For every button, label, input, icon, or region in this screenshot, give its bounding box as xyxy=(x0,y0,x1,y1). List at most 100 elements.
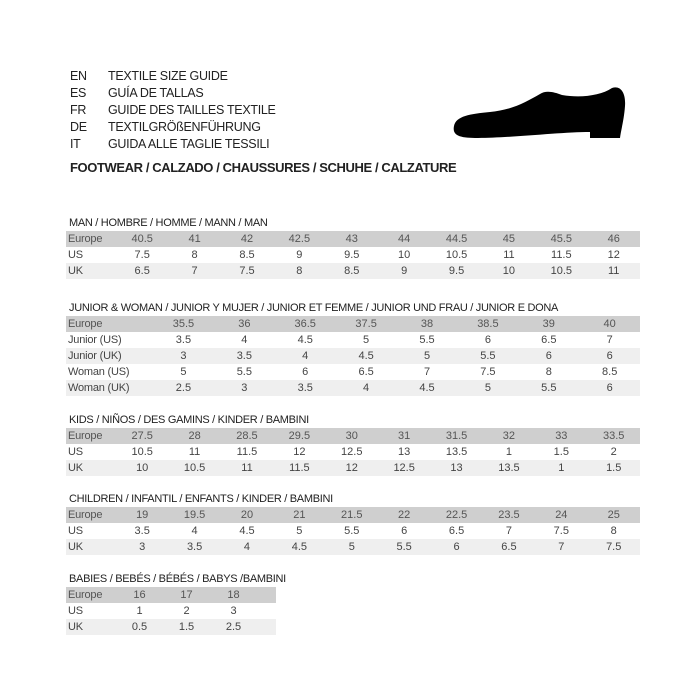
row-label: Junior (UK) xyxy=(68,350,122,362)
table-cell: 12 xyxy=(607,249,620,261)
table-cell: 22.5 xyxy=(445,509,468,521)
size-table-babies: BABIES / BEBÉS / BÉBÉS / BABYS /BAMBINI E… xyxy=(66,571,286,635)
row-label: Europe xyxy=(68,233,103,245)
table-cell: 7 xyxy=(423,366,431,378)
table-cell: 6.5 xyxy=(448,525,465,537)
table-cell: 6.5 xyxy=(541,334,557,346)
row-label: Woman (US) xyxy=(68,366,130,378)
table-cell: 5.5 xyxy=(236,366,252,378)
row-label: UK xyxy=(68,541,83,553)
table-cell: 42.5 xyxy=(288,233,311,245)
table-cell: 8.5 xyxy=(239,249,255,261)
table-cell: 32 xyxy=(502,430,516,442)
table-cell: 24 xyxy=(555,509,568,521)
table-cell: 40 xyxy=(603,318,616,330)
table-cell: 4 xyxy=(363,382,370,394)
language-code: DE xyxy=(70,119,87,134)
table-cell: 3.5 xyxy=(175,334,192,346)
table-cell: 1.5 xyxy=(606,462,622,474)
table-cell: 7 xyxy=(505,525,512,537)
table-cell: 8 xyxy=(191,249,198,261)
table-cell: 44 xyxy=(398,233,411,245)
row-label: UK xyxy=(68,621,83,633)
table-cell: 4 xyxy=(302,350,309,362)
table-cell: 7.5 xyxy=(134,249,150,261)
table-cell: 36.5 xyxy=(294,318,316,330)
table-cell: 29.5 xyxy=(288,430,311,442)
table-cell: 40.5 xyxy=(131,233,153,245)
table-cell: 25 xyxy=(607,509,620,521)
table-cell: 5.5 xyxy=(480,350,496,362)
table-cell: 10 xyxy=(136,462,149,474)
table-cell: 30 xyxy=(345,430,358,442)
table-cell: 3 xyxy=(180,350,187,362)
table-cell: 4 xyxy=(243,541,251,553)
table-cell: 5.5 xyxy=(419,334,435,346)
table-cell: 1 xyxy=(505,446,512,458)
size-table-kids: KIDS / NIÑOS / DES GAMINS / KINDER / BAM… xyxy=(66,412,640,476)
table-cell: 42 xyxy=(240,233,254,245)
table-row: Europe 35.5 36 36.5 37.5 38 38.5 39 40 xyxy=(66,316,640,332)
table-cell: 5 xyxy=(180,366,187,378)
row-label: Europe xyxy=(68,589,103,601)
row-label: US xyxy=(68,525,83,537)
table-cell: 11.5 xyxy=(551,249,572,261)
table-cell: 10.5 xyxy=(131,446,153,458)
table-cell: 12.5 xyxy=(393,462,415,474)
row-label: Junior (US) xyxy=(68,334,122,346)
table-row: UK 6.5 7 7.5 8 8.5 9 9.5 10 10.5 11 xyxy=(66,263,640,279)
table-cell: 23.5 xyxy=(498,509,520,521)
language-guide-title: TEXTILE SIZE GUIDE xyxy=(108,68,228,83)
table-cell: 3.5 xyxy=(297,382,313,394)
table-cell: 3 xyxy=(230,605,237,617)
table-row: Woman (US) 5 5.5 6 6.5 7 7.5 8 8.5 xyxy=(66,364,640,380)
table-cell: 1 xyxy=(558,462,565,474)
table-cell: 28 xyxy=(188,430,201,442)
table-cell: 28.5 xyxy=(236,430,258,442)
table-cell: 5 xyxy=(296,525,303,537)
table-cell: 45.5 xyxy=(550,233,573,245)
footwear-title: FOOTWEAR / CALZADO / CHAUSSURES / SCHUHE… xyxy=(70,160,457,175)
language-code: EN xyxy=(70,68,87,83)
language-guide-title: GUIDA ALLE TAGLIE TESSILI xyxy=(108,136,270,151)
table-cell: 7.5 xyxy=(553,525,569,537)
table-cell: 13.5 xyxy=(498,462,520,474)
language-code: ES xyxy=(70,85,87,100)
language-guide-title: GUÍA DE TALLAS xyxy=(108,85,204,100)
table-row: Woman (UK) 2.5 3 3.5 4 4.5 5 5.5 6 xyxy=(66,380,640,396)
row-label: US xyxy=(68,605,83,617)
table-cell: 10 xyxy=(502,265,516,277)
table-cell: 6.5 xyxy=(358,366,374,378)
table-cell: 5 xyxy=(363,334,370,346)
table-cell: 7 xyxy=(606,334,613,346)
table-cell: 3.5 xyxy=(236,350,252,362)
row-label: US xyxy=(68,446,83,458)
table-cell: 6 xyxy=(453,541,460,553)
section-title: KIDS / NIÑOS / DES GAMINS / KINDER / BAM… xyxy=(69,414,309,426)
table-cell: 27.5 xyxy=(131,430,153,442)
table-cell: 44.5 xyxy=(445,233,468,245)
table-cell: 2.5 xyxy=(175,382,192,394)
section-title: BABIES / BEBÉS / BÉBÉS / BABYS /BAMBINI xyxy=(69,573,286,585)
table-cell: 2 xyxy=(610,446,617,458)
table-cell: 3.5 xyxy=(186,541,203,553)
table-cell: 11 xyxy=(188,446,201,458)
table-cell: 5 xyxy=(423,350,431,362)
section-title: CHILDREN / INFANTIL / ENFANTS / KINDER /… xyxy=(69,493,333,505)
table-cell: 11.5 xyxy=(289,462,310,474)
table-cell: 4.5 xyxy=(358,350,374,362)
table-cell: 6 xyxy=(302,366,309,378)
table-cell: 1.5 xyxy=(178,621,195,633)
table-cell: 31.5 xyxy=(445,430,468,442)
table-cell: 4.5 xyxy=(297,334,313,346)
table-cell: 8 xyxy=(545,366,552,378)
table-cell: 13 xyxy=(398,446,411,458)
table-cell: 16 xyxy=(133,589,146,601)
table-cell: 8.5 xyxy=(602,366,618,378)
table-cell: 1.5 xyxy=(553,446,569,458)
row-label: Europe xyxy=(68,509,103,521)
table-cell: 37.5 xyxy=(355,318,377,330)
table-cell: 38.5 xyxy=(477,318,499,330)
language-line: IT GUIDA ALLE TAGLIE TESSILI xyxy=(70,135,276,152)
